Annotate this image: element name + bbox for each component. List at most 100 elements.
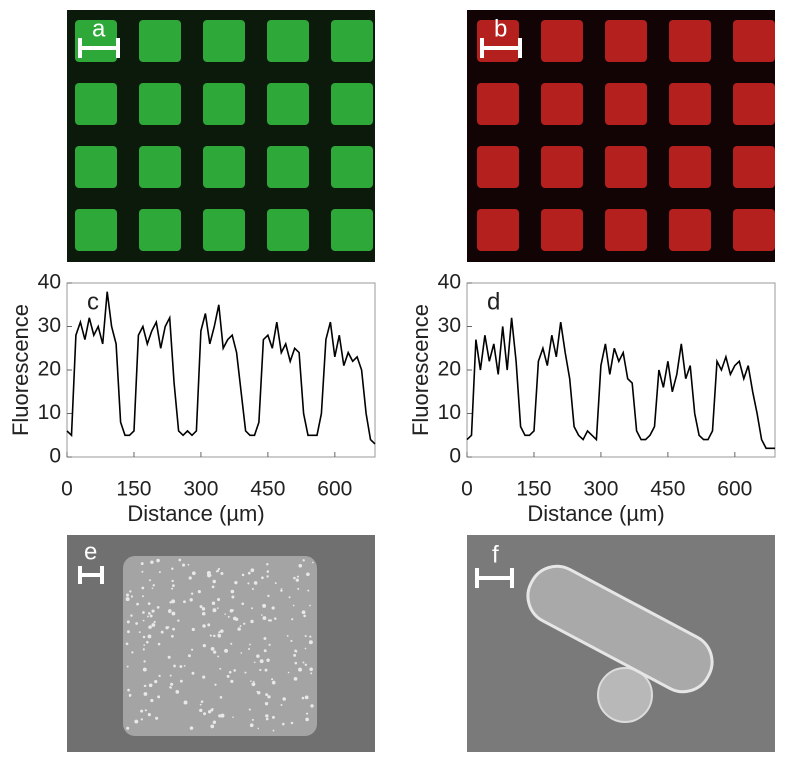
speck xyxy=(171,599,176,604)
speck xyxy=(131,651,134,654)
speck xyxy=(126,630,130,634)
speck xyxy=(287,671,290,674)
square xyxy=(267,146,309,188)
speck xyxy=(256,654,260,658)
speck xyxy=(232,716,234,718)
speck xyxy=(147,602,151,605)
speck xyxy=(126,726,130,730)
speck xyxy=(201,611,206,616)
speck xyxy=(303,614,306,618)
x-tick-label: 300 xyxy=(583,478,618,501)
speck xyxy=(136,602,139,606)
speck xyxy=(309,667,313,672)
speck xyxy=(197,590,201,594)
speck xyxy=(151,587,154,590)
speck xyxy=(271,678,274,681)
speck xyxy=(200,700,204,703)
speck xyxy=(282,697,286,701)
x-tick-label: 450 xyxy=(250,478,285,501)
square xyxy=(139,209,181,251)
square xyxy=(541,146,583,188)
speck xyxy=(191,648,194,651)
speck xyxy=(182,563,186,567)
speck xyxy=(298,564,303,568)
speck xyxy=(271,715,275,719)
speck xyxy=(175,690,180,694)
speck xyxy=(147,634,152,639)
square xyxy=(139,83,181,125)
speck xyxy=(286,634,289,637)
speck xyxy=(257,727,260,730)
speck xyxy=(172,584,175,587)
speck xyxy=(240,652,243,654)
speck xyxy=(266,570,270,573)
speck xyxy=(250,619,254,624)
speck xyxy=(233,616,237,621)
speck xyxy=(264,668,268,672)
square xyxy=(75,146,117,188)
speck xyxy=(290,639,293,643)
y-tick-label: 20 xyxy=(438,358,461,381)
speck xyxy=(142,595,144,598)
speck xyxy=(188,576,192,580)
speck xyxy=(210,724,215,729)
speck xyxy=(142,619,145,622)
speck xyxy=(177,619,180,622)
speck xyxy=(157,695,161,699)
speck xyxy=(253,581,258,585)
speck xyxy=(259,668,262,672)
square xyxy=(331,209,373,251)
x-tick-label: 300 xyxy=(183,478,218,501)
speck xyxy=(239,625,242,627)
square xyxy=(541,83,583,125)
speck xyxy=(179,665,183,668)
speck xyxy=(304,663,308,666)
panel-label: e xyxy=(84,538,97,565)
speck xyxy=(183,664,186,667)
speck xyxy=(266,658,270,662)
speck xyxy=(295,650,298,653)
speck xyxy=(178,558,182,562)
speck xyxy=(158,674,161,678)
speck xyxy=(309,635,312,638)
square xyxy=(605,83,647,125)
speck xyxy=(251,682,256,687)
speck xyxy=(212,579,217,584)
speck xyxy=(309,604,311,607)
y-tick-label: 10 xyxy=(438,401,461,424)
square xyxy=(477,209,519,251)
chart-title: d xyxy=(487,288,500,315)
square xyxy=(75,20,117,62)
speck xyxy=(291,618,294,621)
speck xyxy=(148,579,152,582)
square xyxy=(605,146,647,188)
speck xyxy=(160,630,164,634)
speck xyxy=(260,614,263,616)
speck xyxy=(156,558,160,563)
speck xyxy=(265,717,269,721)
speck xyxy=(140,709,144,713)
square xyxy=(669,209,711,251)
square xyxy=(669,146,711,188)
speck xyxy=(302,559,305,562)
panel-e: e xyxy=(67,535,375,752)
speck xyxy=(199,605,203,609)
speck xyxy=(125,642,129,646)
speck xyxy=(267,594,270,598)
speck xyxy=(147,713,151,717)
speck xyxy=(130,595,134,598)
speck xyxy=(215,570,218,573)
speck xyxy=(290,721,294,725)
speck xyxy=(130,614,133,617)
speck xyxy=(199,708,203,713)
speck xyxy=(249,723,254,728)
speck xyxy=(129,695,131,697)
bacterium xyxy=(526,564,714,694)
speck xyxy=(141,586,145,590)
speck xyxy=(189,598,193,602)
speck xyxy=(141,570,144,573)
speck xyxy=(257,691,261,695)
speck xyxy=(211,707,214,710)
speck xyxy=(126,620,130,624)
speck xyxy=(304,695,309,700)
